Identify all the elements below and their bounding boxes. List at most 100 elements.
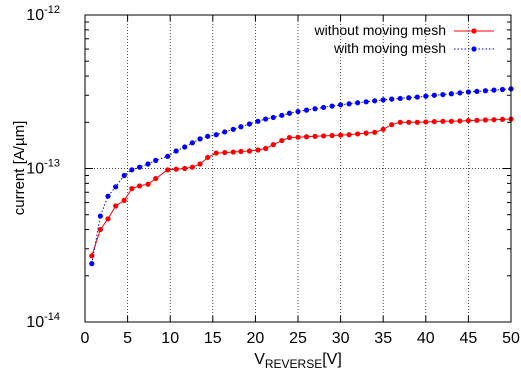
data-point-without-moving-mesh — [286, 134, 293, 141]
data-point-without-moving-mesh — [255, 147, 261, 153]
y-tick-label-base: 10 — [26, 7, 44, 24]
legend-label-with-moving-mesh: with moving mesh — [333, 40, 446, 56]
data-point-with-moving-mesh — [295, 108, 301, 115]
data-point-without-moving-mesh — [205, 154, 211, 161]
data-point-with-moving-mesh — [145, 161, 151, 167]
data-point-with-moving-mesh — [165, 153, 171, 159]
data-point-with-moving-mesh — [230, 126, 236, 132]
series-layer — [89, 86, 514, 267]
data-point-without-moving-mesh — [482, 117, 489, 123]
data-point-without-moving-mesh — [165, 167, 171, 173]
legend: without moving mesh with moving mesh — [313, 22, 494, 56]
y-tick-label-exponent: -14 — [44, 311, 60, 323]
data-point-without-moving-mesh — [182, 165, 188, 172]
data-point-without-moving-mesh — [97, 226, 103, 233]
data-point-with-moving-mesh — [286, 110, 293, 116]
x-tick-label: 20 — [247, 330, 265, 347]
data-point-with-moving-mesh — [246, 121, 253, 127]
x-tick-label: 15 — [204, 330, 222, 347]
data-point-with-moving-mesh — [499, 86, 506, 93]
x-tick-label: 5 — [123, 330, 132, 347]
data-point-without-moving-mesh — [380, 126, 386, 132]
data-point-without-moving-mesh — [474, 117, 480, 123]
x-tick-label: 50 — [502, 330, 520, 347]
data-point-with-moving-mesh — [255, 118, 261, 124]
data-point-with-moving-mesh — [121, 172, 127, 179]
data-point-without-moving-mesh — [197, 161, 203, 167]
data-point-with-moving-mesh — [238, 124, 244, 130]
series-line-without-moving-mesh — [91, 118, 512, 256]
data-point-with-moving-mesh — [189, 140, 195, 146]
y-tick-label: 10-14 — [26, 311, 60, 331]
data-point-without-moving-mesh — [279, 137, 285, 144]
x-tick-label: 0 — [81, 330, 90, 347]
data-point-without-moving-mesh — [246, 148, 253, 154]
x-axis-label: VREVERSE[V] — [254, 351, 342, 371]
data-point-with-moving-mesh — [89, 261, 95, 267]
data-point-without-moving-mesh — [499, 116, 506, 122]
data-point-without-moving-mesh — [230, 149, 236, 155]
data-point-without-moving-mesh — [270, 142, 276, 148]
data-point-without-moving-mesh — [121, 197, 127, 203]
data-point-with-moving-mesh — [213, 132, 219, 138]
data-point-with-moving-mesh — [205, 133, 211, 139]
data-point-with-moving-mesh — [491, 87, 497, 93]
x-tick-label: 45 — [460, 330, 478, 347]
y-tick-label-base: 10 — [26, 161, 44, 178]
data-point-without-moving-mesh — [303, 134, 310, 140]
data-point-with-moving-mesh — [363, 99, 369, 105]
data-point-without-moving-mesh — [145, 181, 151, 187]
data-point-without-moving-mesh — [431, 119, 437, 125]
data-point-without-moving-mesh — [440, 118, 446, 124]
data-point-with-moving-mesh — [153, 157, 159, 163]
legend-marker-with-moving-mesh — [471, 46, 477, 52]
data-point-with-moving-mesh — [397, 95, 403, 102]
x-axis-label-main: V — [254, 351, 265, 368]
data-point-without-moving-mesh — [423, 119, 429, 125]
data-point-without-moving-mesh — [263, 145, 269, 152]
x-tick-label: 30 — [332, 330, 350, 347]
y-tick-label-exponent: -13 — [44, 158, 60, 170]
data-point-without-moving-mesh — [491, 117, 497, 123]
axis-ticks — [84, 14, 512, 323]
data-point-with-moving-mesh — [197, 136, 203, 142]
data-point-without-moving-mesh — [89, 253, 95, 259]
y-tick-label: 10-12 — [26, 4, 60, 24]
data-point-with-moving-mesh — [474, 88, 480, 94]
data-point-without-moving-mesh — [448, 118, 454, 124]
data-point-with-moving-mesh — [270, 114, 276, 121]
legend-marker-without-moving-mesh — [471, 28, 477, 34]
data-point-with-moving-mesh — [303, 107, 310, 113]
y-tick-label-exponent: -12 — [44, 4, 60, 16]
data-point-without-moving-mesh — [105, 216, 111, 222]
data-point-without-moving-mesh — [465, 118, 471, 124]
x-axis-label-subscript: REVERSE — [265, 357, 322, 371]
data-point-with-moving-mesh — [380, 97, 386, 103]
data-point-with-moving-mesh — [329, 103, 335, 109]
data-point-with-moving-mesh — [448, 91, 454, 97]
data-point-with-moving-mesh — [482, 88, 489, 94]
data-point-with-moving-mesh — [97, 213, 103, 219]
x-tick-label: 10 — [161, 330, 179, 347]
data-point-without-moving-mesh — [414, 119, 420, 125]
data-point-without-moving-mesh — [329, 132, 335, 139]
y-tick-label: 10-13 — [26, 158, 60, 178]
data-point-with-moving-mesh — [129, 167, 135, 173]
data-point-without-moving-mesh — [153, 175, 159, 182]
data-point-with-moving-mesh — [263, 116, 269, 122]
data-point-with-moving-mesh — [173, 148, 179, 154]
data-point-with-moving-mesh — [182, 144, 188, 150]
data-point-with-moving-mesh — [312, 106, 318, 112]
x-axis-label-unit: [V] — [322, 351, 342, 368]
y-tick-label-base: 10 — [26, 314, 44, 331]
data-point-with-moving-mesh — [440, 91, 446, 98]
data-point-without-moving-mesh — [389, 122, 395, 128]
data-point-without-moving-mesh — [320, 133, 327, 139]
data-point-without-moving-mesh — [173, 166, 179, 172]
data-point-with-moving-mesh — [222, 129, 228, 135]
data-point-with-moving-mesh — [457, 90, 463, 96]
data-point-with-moving-mesh — [431, 92, 437, 98]
data-point-without-moving-mesh — [222, 149, 228, 156]
